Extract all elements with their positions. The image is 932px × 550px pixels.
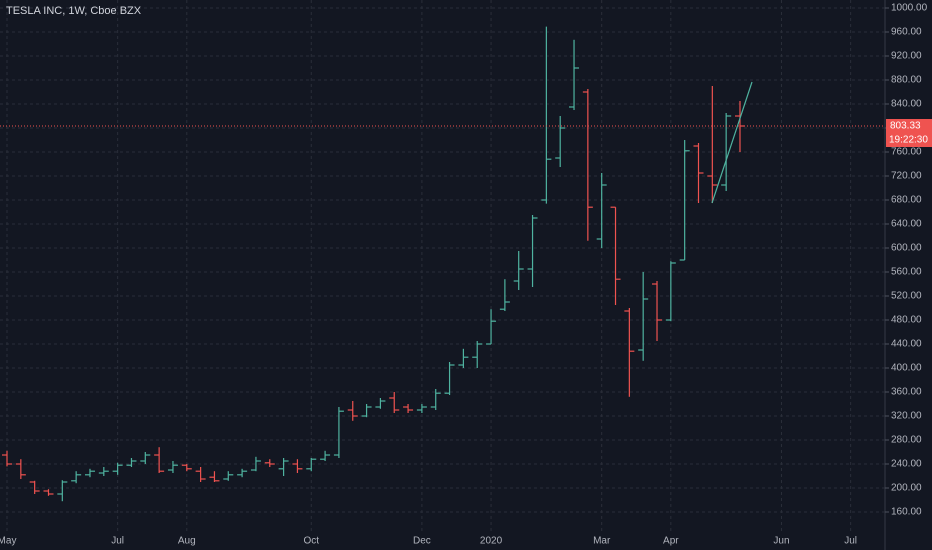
y-tick-label: 600.00 xyxy=(891,243,922,254)
y-tick-label: 480.00 xyxy=(891,315,922,326)
y-tick-label: 720.00 xyxy=(891,171,922,182)
chart-title: TESLA INC, 1W, Cboe BZX xyxy=(6,5,142,17)
y-tick-label: 960.00 xyxy=(891,27,922,38)
x-tick-label: Oct xyxy=(303,536,319,547)
y-tick-label: 360.00 xyxy=(891,387,922,398)
y-tick-label: 920.00 xyxy=(891,51,922,62)
price-label-box xyxy=(886,119,932,134)
y-tick-label: 1000.00 xyxy=(891,3,928,14)
trend-line xyxy=(711,81,753,204)
y-tick-label: 160.00 xyxy=(891,507,922,518)
price-label: 803.33 xyxy=(890,121,921,132)
x-tick-label: Jul xyxy=(111,536,124,547)
y-tick-label: 640.00 xyxy=(891,219,922,230)
y-tick-label: 200.00 xyxy=(891,483,922,494)
y-tick-label: 240.00 xyxy=(891,459,922,470)
y-tick-label: 760.00 xyxy=(891,147,922,158)
y-tick-label: 680.00 xyxy=(891,195,922,206)
y-tick-label: 520.00 xyxy=(891,291,922,302)
x-tick-label: Jun xyxy=(773,536,789,547)
y-tick-label: 880.00 xyxy=(891,75,922,86)
x-tick-label: Apr xyxy=(663,536,679,547)
y-tick-label: 560.00 xyxy=(891,267,922,278)
x-tick-label: 2020 xyxy=(480,536,503,547)
y-tick-label: 280.00 xyxy=(891,435,922,446)
x-tick-label: May xyxy=(0,536,16,547)
countdown: 19:22:30 xyxy=(889,135,928,146)
x-tick-label: Aug xyxy=(178,536,196,547)
x-tick-label: Mar xyxy=(593,536,611,547)
bars xyxy=(2,26,745,502)
y-tick-label: 320.00 xyxy=(891,411,922,422)
y-tick-label: 840.00 xyxy=(891,99,922,110)
x-tick-label: Jul xyxy=(844,536,857,547)
labels: 160.00 200.00 240.00 280.00 320.00 360.00 400.… xyxy=(0,3,932,547)
y-tick-label: 440.00 xyxy=(891,339,922,350)
y-tick-label: 400.00 xyxy=(891,363,922,374)
x-tick-label: Dec xyxy=(413,536,431,547)
countdown-box xyxy=(886,133,932,148)
